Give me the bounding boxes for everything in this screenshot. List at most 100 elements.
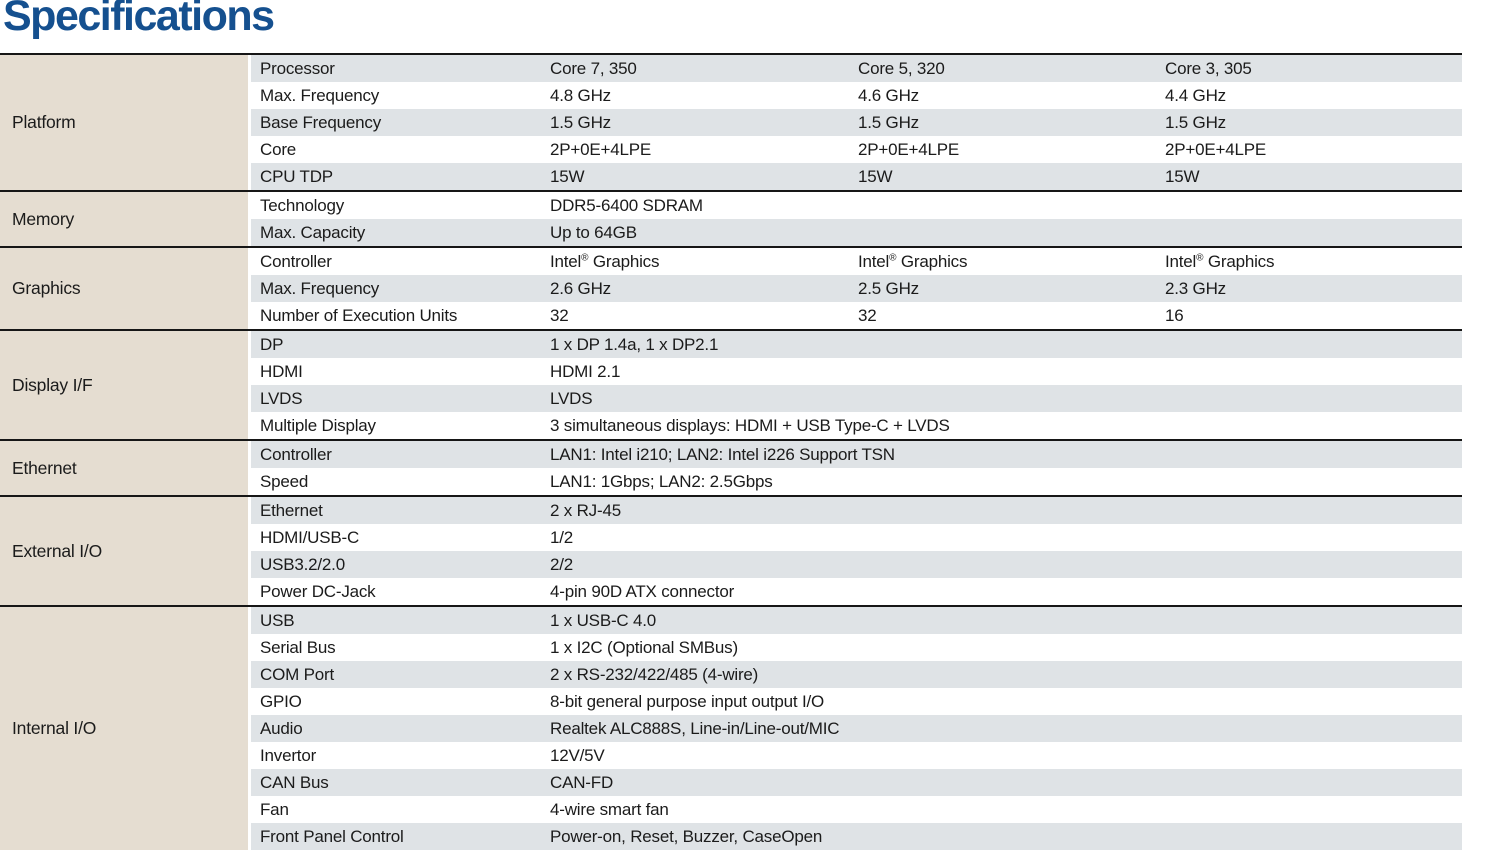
spec-value: 8-bit general purpose input output I/O [550,691,825,711]
spec-value: 4-pin 90D ATX connector [550,581,735,601]
spec-value: 2.3 GHz [1165,278,1226,298]
spec-section: Platform Processor Core 7, 350 Core 5, 320 C… [0,53,1462,190]
spec-value: 12V/5V [550,745,605,765]
spec-category-cell: Internal I/O [0,607,251,850]
spec-row: Multiple Display 3 simultaneous displays:… [251,412,1462,439]
spec-label: HDMI [260,361,303,381]
spec-row: COM Port 2 x RS-232/422/485 (4-wire) [251,661,1462,688]
spec-value: Up to 64GB [550,222,637,242]
spec-value: 1.5 GHz [550,112,611,132]
spec-label: USB3.2/2.0 [260,554,345,574]
spec-value: Realtek ALC888S, Line-in/Line-out/MIC [550,718,840,738]
spec-row: Number of Execution Units 32 32 16 [251,302,1462,329]
spec-category-label: Ethernet [12,457,77,478]
spec-row: Power DC-Jack 4-pin 90D ATX connector [251,578,1462,605]
spec-category-cell: Memory [0,192,251,246]
spec-value: 4-wire smart fan [550,799,669,819]
spec-row: HDMI/USB-C 1/2 [251,524,1462,551]
spec-value: LAN1: 1Gbps; LAN2: 2.5Gbps [550,471,773,491]
spec-section: Memory Technology DDR5-6400 SDRAM Max. Capa… [0,190,1462,246]
spec-row: Ethernet 2 x RJ-45 [251,497,1462,524]
spec-value: 4.4 GHz [1165,85,1226,105]
spec-row: Audio Realtek ALC888S, Line-in/Line-out/M… [251,715,1462,742]
spec-value: 1/2 [550,527,574,547]
spec-value: 2.6 GHz [550,278,611,298]
spec-label: LVDS [260,388,303,408]
spec-value: LVDS [550,388,593,408]
spec-rows: DP 1 x DP 1.4a, 1 x DP2.1 HDMI HDMI 2.1 LVDS… [251,331,1462,439]
spec-value: Intel® Graphics [1165,251,1275,271]
spec-row: Core 2P+0E+4LPE 2P+0E+4LPE 2P+0E+4LPE [251,136,1462,163]
spec-row: Max. Capacity Up to 64GB [251,219,1462,246]
spec-row: Serial Bus 1 x I2C (Optional SMBus) [251,634,1462,661]
spec-category-cell: Ethernet [0,441,251,495]
spec-label: Processor [260,58,335,78]
spec-value: Core 3, 305 [1165,58,1252,78]
spec-label: Max. Capacity [260,222,366,242]
spec-category-label: Internal I/O [12,718,97,738]
spec-label: Controller [260,251,332,271]
spec-value: CAN-FD [550,772,614,792]
spec-label: Multiple Display [260,415,376,435]
spec-label: HDMI/USB-C [260,527,360,547]
spec-value: 15W [550,166,585,186]
spec-rows: USB 1 x USB-C 4.0 Serial Bus 1 x I2C (Optio… [251,607,1462,850]
spec-value: Power-on, Reset, Buzzer, CaseOpen [550,826,823,846]
spec-value: 2P+0E+4LPE [1165,139,1267,159]
spec-label: Fan [260,799,289,819]
spec-label: Invertor [260,745,317,765]
spec-label: CAN Bus [260,772,329,792]
spec-value: LAN1: Intel i210; LAN2: Intel i226 Suppo… [550,444,895,464]
spec-section: Internal I/O USB 1 x USB-C 4.0 Serial Bus 1 … [0,605,1462,850]
spec-label: Power DC-Jack [260,581,376,601]
spec-label: Technology [260,195,345,215]
spec-row: Max. Frequency 2.6 GHz 2.5 GHz 2.3 GHz [251,275,1462,302]
spec-value: 15W [1165,166,1200,186]
spec-value: 1 x USB-C 4.0 [550,610,657,630]
spec-label: Audio [260,718,303,738]
spec-category-cell: Graphics [0,248,251,329]
spec-row: Speed LAN1: 1Gbps; LAN2: 2.5Gbps [251,468,1462,495]
spec-label: Controller [260,444,332,464]
spec-section: External I/O Ethernet 2 x RJ-45 HDMI/USB-C 1… [0,495,1462,605]
spec-row: Controller LAN1: Intel i210; LAN2: Intel … [251,441,1462,468]
spec-category-label: Platform [12,112,76,132]
spec-row: CAN Bus CAN-FD [251,769,1462,796]
spec-label: Base Frequency [260,112,381,132]
spec-row: LVDS LVDS [251,385,1462,412]
spec-section: Display I/F DP 1 x DP 1.4a, 1 x DP2.1 HDMI H… [0,329,1462,439]
spec-row: Max. Frequency 4.8 GHz 4.6 GHz 4.4 GHz [251,82,1462,109]
spec-label: Serial Bus [260,637,336,657]
spec-row: Fan 4-wire smart fan [251,796,1462,823]
spec-category-cell: External I/O [0,497,251,605]
spec-value: 1.5 GHz [858,112,919,132]
spec-value: 15W [858,166,893,186]
spec-row: Controller Intel® Graphics Intel® Graphics… [251,248,1462,275]
spec-row: Front Panel Control Power-on, Reset, Buzz… [251,823,1462,850]
spec-label: DP [260,334,284,354]
spec-row: USB 1 x USB-C 4.0 [251,607,1462,634]
spec-rows: Controller Intel® Graphics Intel® Graphics… [251,248,1462,329]
spec-value: 1 x I2C (Optional SMBus) [550,637,738,657]
spec-row: Technology DDR5-6400 SDRAM [251,192,1462,219]
spec-value: Core 5, 320 [858,58,945,78]
spec-value: Intel® Graphics [858,251,968,271]
spec-row: DP 1 x DP 1.4a, 1 x DP2.1 [251,331,1462,358]
spec-label: Number of Execution Units [260,305,458,325]
registered-trademark-symbol: ® [581,251,589,263]
spec-value: 4.6 GHz [858,85,919,105]
spec-label: COM Port [260,664,334,684]
spec-row: Processor Core 7, 350 Core 5, 320 Core 3, 3… [251,55,1462,82]
spec-row: Base Frequency 1.5 GHz 1.5 GHz 1.5 GHz [251,109,1462,136]
spec-label: USB [260,610,295,630]
spec-category-label: Display I/F [12,374,93,395]
spec-label: Max. Frequency [260,278,380,298]
spec-value: 2.5 GHz [858,278,919,298]
registered-trademark-symbol: ® [1196,251,1204,263]
page-title: Specifications [3,0,275,40]
specifications-table: Platform Processor Core 7, 350 Core 5, 320 C… [0,53,1462,850]
spec-value: 1 x DP 1.4a, 1 x DP2.1 [550,334,719,354]
registered-trademark-symbol: ® [889,251,897,263]
spec-category-cell: Platform [0,55,251,190]
